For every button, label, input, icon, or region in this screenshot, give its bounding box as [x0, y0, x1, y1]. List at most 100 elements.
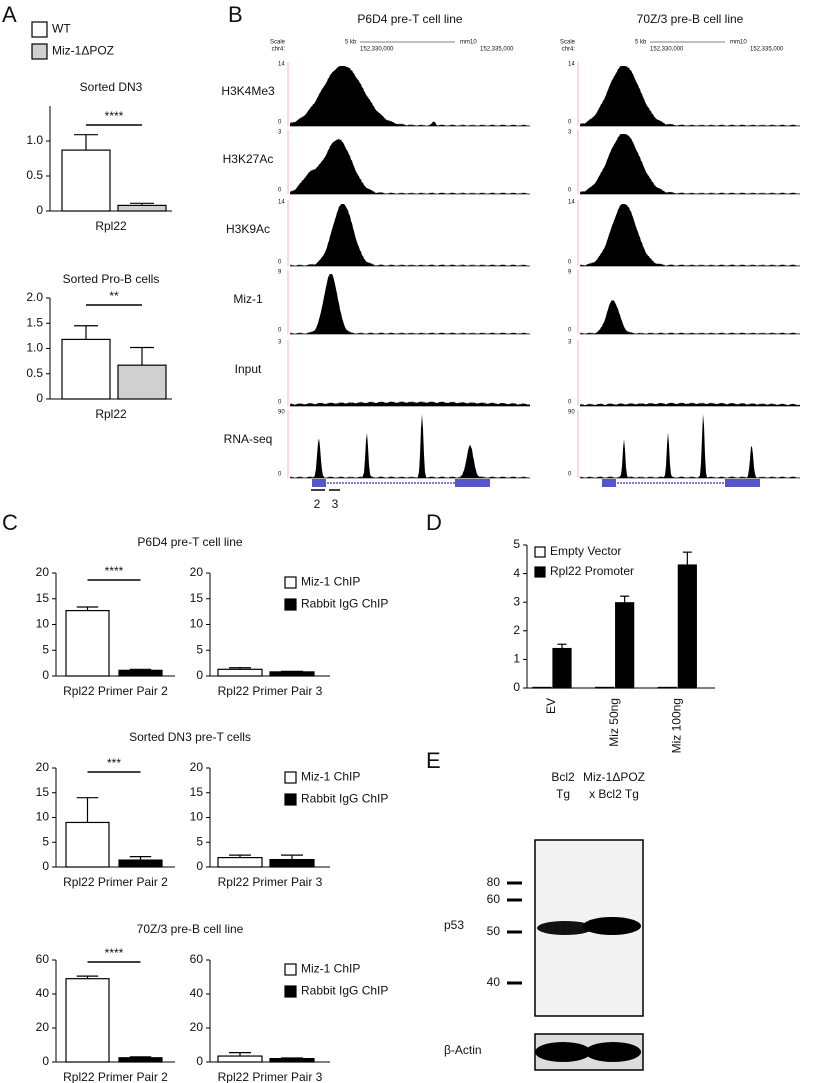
y-tick-label: 0	[36, 391, 43, 405]
y-tick-label: 0	[513, 680, 520, 694]
track-min: 0	[568, 328, 572, 334]
y-tick-label: 10	[36, 617, 50, 631]
x-tick-label: EV	[544, 698, 558, 714]
legend-swatch	[284, 771, 297, 784]
legend-swatch	[284, 576, 297, 589]
x-tick-label: Rpl22 Primer Pair 3	[218, 684, 323, 698]
track-label: H3K27Ac	[223, 152, 274, 166]
track-max: 3	[278, 340, 282, 346]
bar	[65, 821, 110, 868]
track-min: 0	[568, 400, 572, 406]
track-title: P6D4 pre-T cell line	[357, 12, 462, 26]
panel-label: C	[2, 510, 18, 535]
track-signal	[580, 204, 800, 266]
error-bar	[281, 670, 303, 672]
y-tick-label: 1.0	[26, 341, 43, 355]
band	[537, 921, 593, 935]
y-tick-label: 60	[190, 952, 204, 966]
panel-label: D	[426, 510, 442, 535]
y-tick-label: 20	[36, 1020, 50, 1034]
bar	[217, 668, 263, 677]
y-tick-label: 0	[196, 859, 203, 873]
y-tick-label: 15	[190, 591, 204, 605]
error-bar	[229, 667, 251, 670]
protein-label: β-Actin	[444, 1043, 482, 1057]
bar	[61, 338, 111, 400]
marker-label: 60	[487, 892, 501, 906]
track-header: 152,330,000	[650, 47, 684, 53]
track-signal	[580, 402, 800, 406]
gene-exon	[602, 479, 616, 487]
error-bar	[620, 595, 630, 603]
bar	[118, 859, 163, 868]
error-bar	[74, 134, 98, 151]
track-max: 90	[568, 410, 575, 416]
legend-swatch	[284, 985, 297, 998]
chart-title: Sorted DN3	[80, 80, 143, 94]
legend-label: Rabbit IgG ChIP	[301, 984, 388, 998]
y-tick-label: 15	[190, 785, 204, 799]
bar	[65, 978, 110, 1063]
x-tick-label: Rpl22 Primer Pair 2	[63, 1070, 168, 1083]
track-signal	[290, 401, 530, 406]
lane-label: Tg	[556, 787, 570, 801]
error-bar	[129, 856, 152, 861]
error-bar	[76, 975, 99, 979]
error-bar	[281, 1057, 303, 1059]
legend-swatch	[284, 598, 297, 611]
y-tick-label: 0.5	[26, 168, 43, 182]
lane-label: Miz-1ΔPOZ	[583, 770, 645, 784]
legend-swatch	[31, 21, 48, 38]
y-tick-label: 5	[42, 642, 49, 656]
bar	[657, 686, 677, 689]
track-header: 152,335,000	[750, 47, 784, 53]
panel-label: B	[228, 2, 243, 27]
legend-label: Miz-1 ChIP	[301, 575, 360, 589]
significance-label: **	[109, 289, 119, 303]
y-tick-label: 15	[36, 591, 50, 605]
bar	[217, 1055, 263, 1063]
y-tick-label: 10	[190, 617, 204, 631]
significance-label: ****	[105, 109, 124, 123]
y-tick-label: 0	[42, 1054, 49, 1068]
track-header: 5 kb	[635, 40, 647, 46]
track-min: 0	[568, 260, 572, 266]
y-tick-label: 1	[513, 652, 520, 666]
x-tick-label: Rpl22 Primer Pair 2	[63, 875, 168, 889]
bar	[117, 364, 167, 400]
track-header: chr4:	[562, 47, 576, 53]
track-signal	[290, 204, 530, 266]
y-tick-label: 5	[42, 834, 49, 848]
y-tick-label: 0	[196, 1054, 203, 1068]
band	[583, 917, 641, 935]
bar	[217, 856, 263, 868]
track-header: 152,330,000	[360, 47, 394, 53]
legend-label: Miz-1ΔPOZ	[52, 44, 114, 58]
panel-label: E	[426, 748, 441, 773]
bar	[118, 1057, 163, 1063]
error-bar	[229, 1052, 251, 1057]
genome-tracks: H3K4Me3 H3K27Ac H3K9Ac Miz-1 Input RNA-seq P6D…	[221, 12, 800, 511]
legend-label: Rabbit IgG ChIP	[301, 597, 388, 611]
track-label: H3K9Ac	[226, 222, 270, 236]
bar	[595, 686, 615, 689]
x-tick-label: Rpl22	[95, 219, 127, 233]
bar	[61, 149, 111, 212]
track-header: 5 kb	[345, 40, 357, 46]
y-tick-label: 4	[513, 566, 520, 580]
bar	[269, 1057, 315, 1063]
y-tick-label: 20	[36, 760, 50, 774]
legend-label: Miz-1 ChIP	[301, 962, 360, 976]
y-tick-label: 10	[36, 810, 50, 824]
error-bar	[129, 1056, 152, 1058]
y-tick-label: 5	[513, 537, 520, 551]
x-tick-label: Rpl22	[95, 407, 127, 421]
track-min: 0	[568, 188, 572, 194]
lane-label: Bcl2	[551, 770, 575, 784]
track-header: Scale	[270, 40, 286, 46]
error-bar	[76, 797, 99, 823]
protein-label: p53	[444, 918, 464, 932]
track-max: 14	[278, 200, 285, 206]
marker-label: 40	[487, 975, 501, 989]
bar	[615, 602, 635, 689]
